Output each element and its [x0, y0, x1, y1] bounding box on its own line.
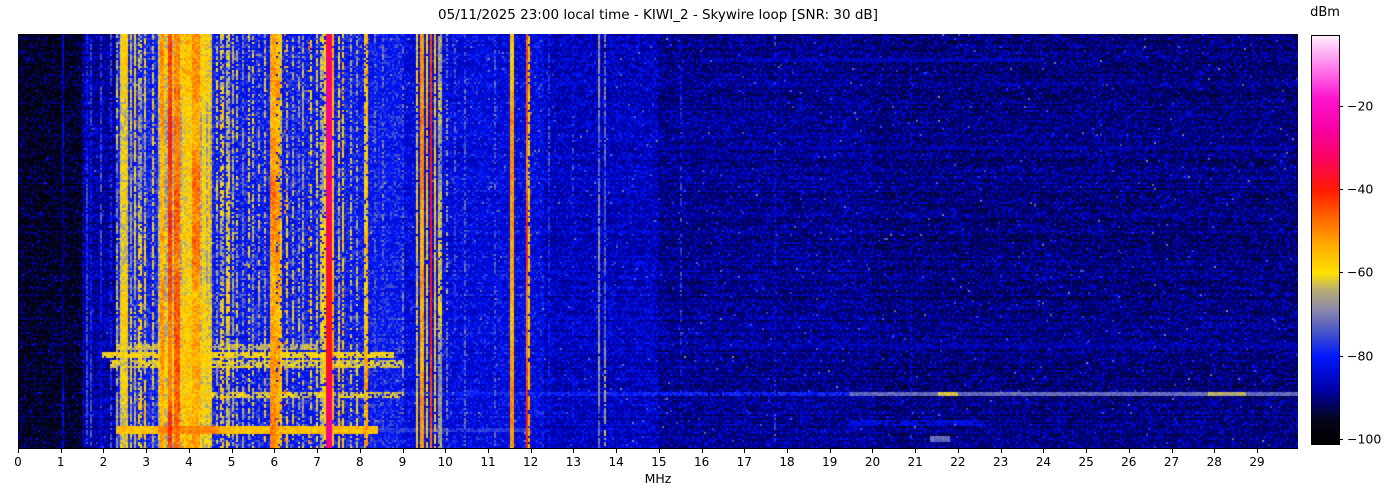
- x-tick-mark: [487, 449, 489, 453]
- x-tick-mark: [744, 449, 746, 453]
- x-tick-mark: [1214, 449, 1216, 453]
- x-tick-label: 4: [185, 455, 193, 469]
- x-tick-label: 25: [1078, 455, 1094, 469]
- colorbar-tick-mark: [1339, 355, 1343, 357]
- chart-title: 05/11/2025 23:00 local time - KIWI_2 - S…: [438, 7, 878, 23]
- x-tick-mark: [573, 449, 575, 453]
- x-tick-mark: [1171, 449, 1173, 453]
- x-tick-mark: [445, 449, 447, 453]
- x-tick-label: 21: [907, 455, 923, 469]
- x-tick-mark: [658, 449, 660, 453]
- x-tick-mark: [915, 449, 917, 453]
- colorbar-tick-mark: [1339, 272, 1343, 274]
- x-tick-label: 18: [779, 455, 795, 469]
- colorbar-gradient: [1312, 36, 1339, 444]
- x-tick-label: 23: [993, 455, 1009, 469]
- x-tick-label: 15: [651, 455, 667, 469]
- x-tick-label: 0: [14, 455, 22, 469]
- colorbar-tick-label: −60: [1347, 264, 1374, 280]
- x-tick-mark: [1043, 449, 1045, 453]
- x-tick-label: 16: [693, 455, 710, 469]
- colorbar: [1311, 35, 1340, 445]
- x-tick-mark: [402, 449, 404, 453]
- x-tick-mark: [701, 449, 703, 453]
- x-tick-mark: [1086, 449, 1088, 453]
- x-tick-mark: [872, 449, 874, 453]
- x-tick-mark: [317, 449, 319, 453]
- x-tick-mark: [787, 449, 789, 453]
- x-tick-label: 22: [950, 455, 966, 469]
- x-tick-mark: [274, 449, 276, 453]
- x-tick-label: 19: [822, 455, 838, 469]
- x-tick-mark: [616, 449, 618, 453]
- x-tick-mark: [1256, 449, 1258, 453]
- colorbar-tick-label: −100: [1347, 431, 1382, 447]
- x-tick-label: 6: [270, 455, 279, 469]
- x-tick-mark: [530, 449, 532, 453]
- x-tick-label: 11: [480, 455, 496, 469]
- x-tick-label: 7: [313, 455, 321, 469]
- x-tick-mark: [146, 449, 148, 453]
- x-tick-label: 29: [1249, 455, 1265, 469]
- x-tick-label: 8: [355, 455, 364, 469]
- x-tick-mark: [1000, 449, 1002, 453]
- x-tick-label: 28: [1206, 455, 1222, 469]
- colorbar-tick-mark: [1339, 189, 1343, 191]
- x-tick-label: 1: [56, 455, 65, 469]
- x-tick-label: 26: [1121, 455, 1137, 469]
- spectrogram-heatmap: [18, 34, 1298, 449]
- x-tick-label: 9: [398, 455, 407, 469]
- x-tick-mark: [359, 449, 361, 453]
- x-tick-mark: [957, 449, 959, 453]
- x-tick-mark: [188, 449, 190, 453]
- x-tick-label: 24: [1035, 455, 1051, 469]
- x-axis: 0 1 2 3 4 5 6 7 8 9 10 11 12 13 14 15 16 17 18 19 20 21 22 23 24…: [14, 449, 1298, 479]
- x-tick-mark: [829, 449, 831, 453]
- x-axis-label: MHz: [644, 471, 672, 486]
- x-tick-label: 5: [227, 455, 236, 469]
- x-tick-mark: [18, 449, 19, 453]
- x-tick-mark: [231, 449, 233, 453]
- colorbar-tick-label: −80: [1347, 348, 1374, 364]
- colorbar-tick-mark: [1339, 105, 1343, 107]
- colorbar-tick-label: −40: [1347, 181, 1374, 197]
- colorbar-tick-mark: [1339, 438, 1343, 440]
- colorbar-tick-label: −20: [1347, 98, 1374, 114]
- colorbar-ticks: −20 −40 −60 −80 −100: [1339, 35, 1399, 447]
- x-tick-mark: [103, 449, 105, 453]
- colorbar-label: dBm: [1310, 5, 1340, 20]
- x-tick-label: 10: [437, 455, 453, 469]
- x-tick-label: 3: [142, 455, 150, 469]
- x-tick-label: 20: [864, 455, 881, 469]
- x-tick-mark: [1128, 449, 1130, 453]
- x-tick-mark: [60, 449, 62, 453]
- x-tick-label: 14: [608, 455, 624, 469]
- x-tick-label: 17: [736, 455, 752, 469]
- x-tick-label: 27: [1163, 455, 1180, 469]
- x-tick-label: 12: [523, 455, 539, 469]
- x-tick-label: 13: [565, 455, 582, 469]
- x-tick-label: 2: [99, 455, 108, 469]
